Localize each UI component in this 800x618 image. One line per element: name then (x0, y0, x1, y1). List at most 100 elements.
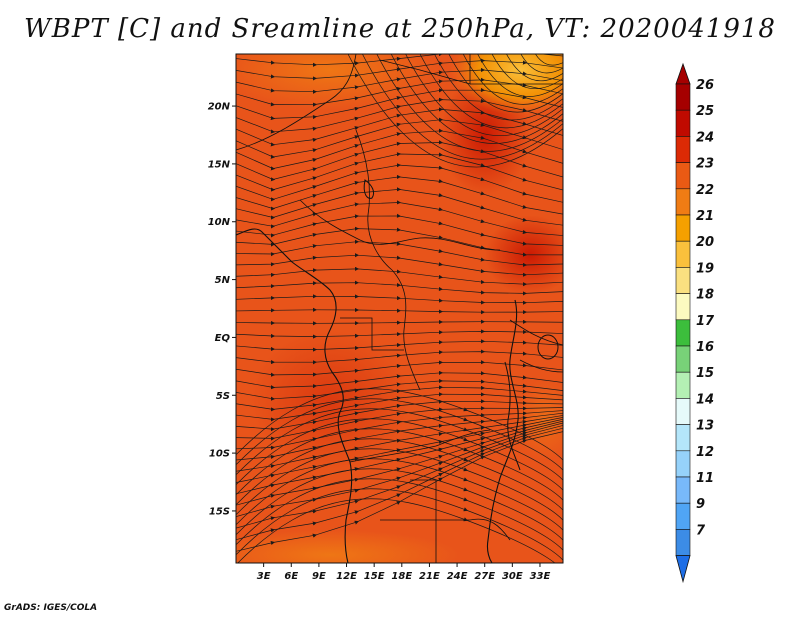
wbpt-cool-region (450, 54, 563, 115)
streamline (376, 54, 563, 152)
colorbar-label: 23 (696, 157, 714, 172)
streamline (236, 319, 563, 326)
colorbar-swatch (675, 136, 691, 163)
lon-tick-label: 30E (502, 571, 523, 582)
colorbar-label: 21 (696, 209, 714, 224)
colorbar-label: 19 (696, 261, 714, 276)
colorbar-swatch (675, 424, 691, 452)
colorbar-swatch (675, 476, 691, 504)
streamline (506, 54, 563, 82)
lon-tick-label: 24E (447, 571, 468, 582)
wbpt-cool-region (236, 54, 440, 110)
streamline (236, 280, 563, 296)
streamline (477, 54, 563, 97)
colorbar-label: 17 (696, 314, 715, 329)
colorbar-swatch (675, 319, 691, 347)
streamline (405, 54, 563, 137)
colorbar-swatch (675, 450, 691, 478)
streamline (520, 54, 563, 74)
streamline (236, 458, 563, 531)
colorbar-swatch (675, 502, 691, 530)
colorbar-label: 16 (696, 340, 714, 355)
lat-tick-label: 10N (208, 217, 231, 228)
lat-tick-label: 5S (216, 391, 230, 402)
lon-tick-label: 6E (284, 571, 298, 582)
lon-tick-label: 9E (312, 571, 326, 582)
colorbar-label: 14 (696, 392, 714, 407)
colorbar-label: 20 (696, 235, 714, 250)
colorbar-label: 25 (696, 104, 714, 119)
colorbar-bottom-arrow (675, 555, 691, 584)
colorbar-label: 15 (696, 366, 714, 381)
colorbar-swatch (675, 345, 691, 373)
colorbar-swatch (675, 398, 691, 425)
streamline (362, 54, 563, 160)
colorbar-swatch (675, 214, 691, 242)
wbpt-cool-region (515, 380, 563, 460)
colorbar-label: 13 (696, 419, 714, 434)
lon-tick-label: 3E (257, 571, 271, 582)
lat-tick-label: 10S (209, 449, 230, 460)
chart-title: WBPT [C] and Sreamline at 250hPa, VT: 20… (24, 14, 776, 44)
streamline (236, 478, 563, 551)
streamline (236, 329, 563, 339)
colorbar-label: 7 (696, 523, 706, 538)
streamline (434, 54, 563, 121)
streamline (236, 448, 563, 521)
lat-tick-label: EQ (215, 333, 231, 344)
lat-tick-label: 15S (209, 506, 230, 517)
lon-tick-label: 15E (364, 571, 385, 582)
lon-tick-label: 27E (474, 571, 495, 582)
colorbar-swatch (675, 162, 691, 190)
streamline (236, 294, 563, 305)
lat-tick-label: 15N (208, 159, 231, 170)
colorbar-label: 22 (696, 183, 714, 198)
colorbar-swatch (675, 293, 691, 321)
colorbar-label: 9 (696, 497, 705, 512)
streamline (236, 418, 563, 491)
streamline (236, 388, 563, 461)
colorbar-swatch (675, 240, 691, 268)
streamlines (236, 54, 563, 563)
colorbar-label: 26 (696, 78, 714, 93)
streamline (419, 54, 563, 129)
lon-tick-label: 12E (336, 571, 357, 582)
colorbar-label: 24 (696, 130, 714, 145)
streamline (236, 398, 563, 471)
map-frame (235, 53, 564, 564)
colorbar-swatch (675, 267, 691, 294)
streamline (236, 408, 563, 481)
lon-tick-label: 18E (391, 571, 412, 582)
coastline (236, 228, 519, 563)
colorbar-label: 11 (696, 471, 714, 486)
streamline (236, 307, 563, 315)
streamline (347, 54, 563, 168)
streamline (236, 488, 563, 561)
streamline (491, 54, 563, 90)
longitude-axis: 3E 6E 9E 12E 15E 18E 21E 24E 27E 30E 33E (257, 563, 551, 582)
lon-tick-label: 33E (530, 571, 551, 582)
map-panel (236, 54, 563, 563)
lat-tick-label: 5N (215, 275, 231, 286)
streamline (448, 54, 563, 113)
streamline (236, 438, 563, 511)
colorbar-top-arrow (675, 62, 691, 85)
streamline (236, 468, 563, 541)
lat-tick-label: 20N (208, 102, 231, 113)
streamline (390, 54, 563, 144)
lakes (363, 179, 559, 471)
country-borders (236, 54, 563, 563)
colorbar-swatch (675, 371, 691, 399)
colorbar-swatch (675, 109, 691, 137)
colorbar-swatch (675, 188, 691, 216)
latitude-axis: 20N 15N 10N 5N EQ 5S 10S 15S (208, 102, 236, 517)
streamline (236, 339, 563, 352)
colorbar-swatch (675, 529, 691, 556)
colorbar-swatch (675, 83, 691, 111)
colorbar-label: 12 (696, 445, 714, 460)
colorbar-label: 18 (696, 288, 714, 303)
lon-tick-label: 21E (419, 571, 440, 582)
streamline (237, 498, 556, 563)
colorbar: 26 25 24 23 22 21 20 19 18 17 16 15 14 13 12 11 9 7 (675, 62, 715, 584)
